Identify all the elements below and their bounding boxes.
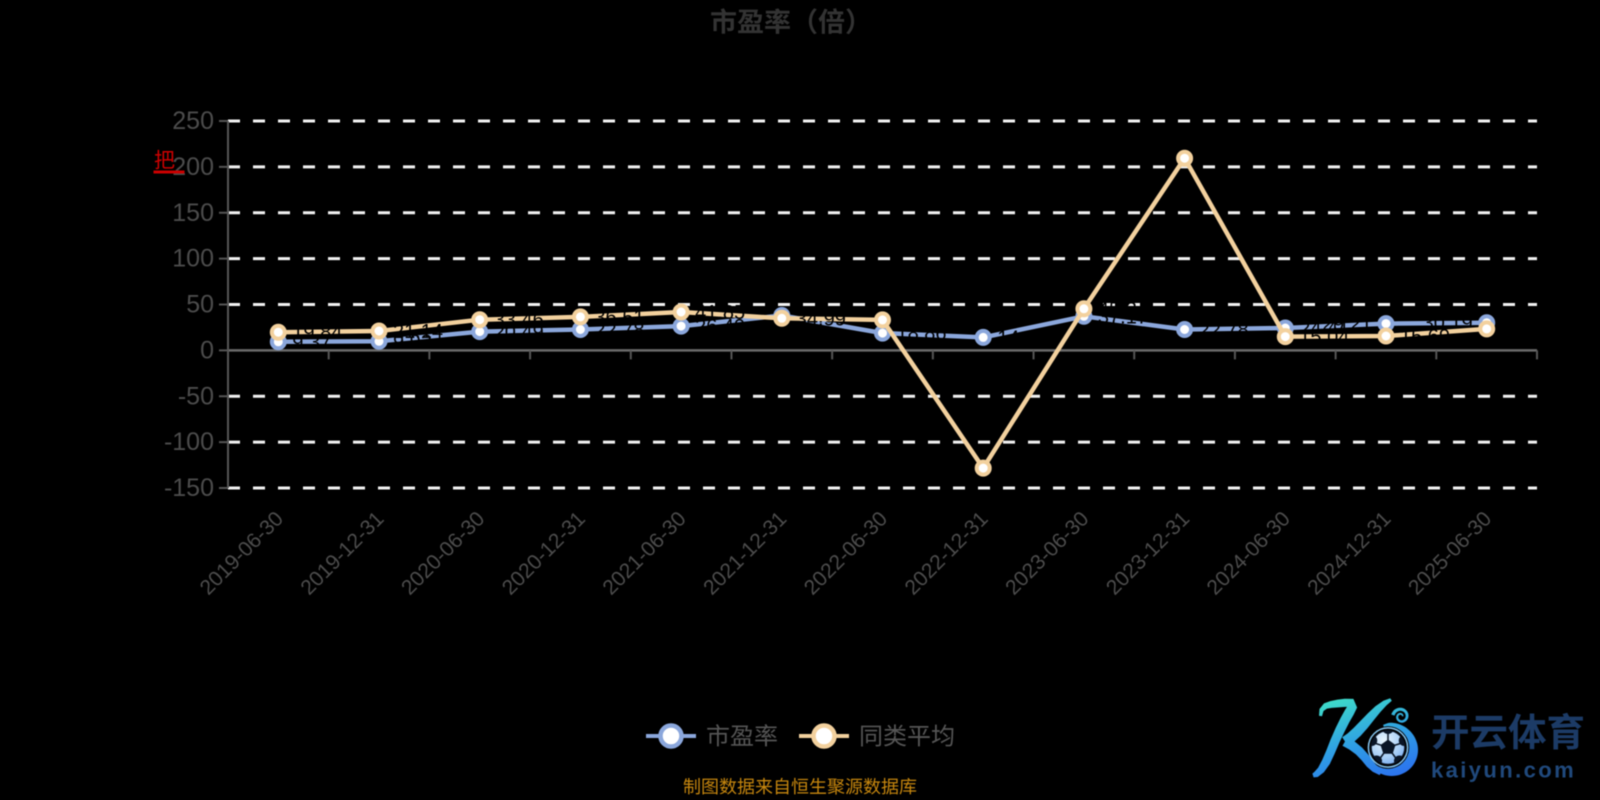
watermark-swirl-spiral: [1391, 707, 1409, 723]
watermark-domain-text: kaiyun.com: [1431, 758, 1576, 783]
data-label: 15.69: [1400, 326, 1450, 348]
red-annotation-text: [154, 149, 175, 170]
series-plot: 9.37 9.92 20.49 22.78 26.49 38.04 18.86 14.17 37…: [269, 148, 1551, 480]
data-source-text: [683, 777, 917, 795]
y-axis-label-50: 50: [186, 291, 214, 319]
legend-marker-circle: [811, 723, 837, 749]
red-annotation-link[interactable]: [153, 149, 185, 174]
x-axis-label-2025-06-30: 2025-06-30: [1404, 507, 1496, 599]
legend-item-同类平均[interactable]: [799, 723, 954, 749]
x-axis-label-2021-06-30: 2021-06-30: [598, 507, 690, 599]
x-axis-label-2020-06-30: 2020-06-30: [397, 507, 489, 599]
data-label: 33.24: [897, 310, 947, 332]
data-label: 14.17: [997, 327, 1047, 349]
watermark-k-arm: [1342, 698, 1392, 746]
x-axis-label-2024-06-30: 2024-06-30: [1203, 507, 1295, 599]
legend-item-市盈率[interactable]: [646, 723, 777, 749]
data-point-市盈率-2023-12-31[interactable]: [1176, 321, 1194, 338]
x-axis-label-2019-06-30: 2019-06-30: [196, 507, 288, 599]
data-label: 209.48: [1199, 148, 1260, 170]
x-axis-label-2021-12-31: 2021-12-31: [699, 507, 791, 599]
x-axis-label-2022-06-30: 2022-06-30: [800, 507, 892, 599]
data-label: 22.78: [594, 320, 644, 342]
y-axis-label--150: -150: [164, 474, 214, 502]
data-label: -128.28: [997, 458, 1065, 480]
data-label: 9.92: [393, 331, 432, 353]
y-axis-label-0: 0: [200, 336, 214, 364]
data-point-同类平均-2024-06-30[interactable]: [1276, 328, 1294, 346]
data-point-同类平均-2019-12-31[interactable]: [370, 322, 388, 340]
y-axis-label-100: 100: [172, 245, 214, 273]
data-label: 36.51: [594, 307, 644, 329]
y-axis-label-250: 250: [172, 107, 214, 135]
data-point-市盈率-2021-06-30[interactable]: [672, 317, 690, 335]
legend-label: [707, 724, 777, 747]
data-label: 45.34: [1098, 299, 1148, 321]
axes: [219, 120, 1538, 489]
data-point-同类平均-2025-06-30[interactable]: [1478, 320, 1496, 338]
watermark-k-stem: [1312, 698, 1358, 778]
x-axis-label-2024-12-31: 2024-12-31: [1303, 507, 1395, 599]
red-annotation-underline: [153, 170, 185, 174]
x-axis-label-2019-12-31: 2019-12-31: [296, 507, 388, 599]
data-label: 18.86: [897, 323, 947, 345]
data-point-同类平均-2024-12-31[interactable]: [1377, 327, 1395, 345]
series-avg: 19.84 21.14 33.46 36.51 41.85 34.99 33.24 -128.…: [269, 148, 1551, 480]
data-point-同类平均-2019-06-30[interactable]: [269, 323, 287, 341]
data-point-同类平均-2020-06-30[interactable]: [471, 311, 489, 329]
legend-marker-circle: [658, 723, 684, 749]
data-label: 33.46: [494, 310, 544, 332]
data-point-同类平均-2021-12-31[interactable]: [773, 309, 791, 327]
y-axis-label--50: -50: [178, 382, 214, 410]
data-label: 15.04: [1299, 327, 1349, 349]
data-label: 38.04: [796, 306, 846, 328]
x-axis-label-2023-12-31: 2023-12-31: [1102, 507, 1194, 599]
data-point-同类平均-2022-12-31[interactable]: [974, 459, 992, 477]
kaiyun-watermark: kaiyun.com: [1312, 698, 1583, 783]
data-source-note: [683, 777, 917, 795]
watermark-swirl-crescent: [1368, 722, 1418, 776]
data-label: 19.84: [292, 322, 342, 344]
y-axis-label--100: -100: [164, 428, 214, 456]
football-center-pentagon: [1380, 739, 1396, 754]
y-axis-labels: 250 200 150 100 50 0 -50 -100 -150: [164, 107, 214, 502]
x-axis-labels: 2019-06-30 2019-12-31 2020-06-30 2020-12-31…: [196, 507, 1497, 599]
data-label: 23.43: [1501, 319, 1551, 341]
data-point-同类平均-2023-06-30[interactable]: [1075, 300, 1093, 318]
watermark-brand-text: [1432, 712, 1583, 750]
data-label: 41.85: [695, 302, 745, 324]
football-ring: [1367, 727, 1409, 768]
football-patch: [1382, 730, 1394, 734]
gridlines: [228, 119, 1537, 490]
data-label: 34.99: [796, 308, 846, 330]
data-point-同类平均-2022-06-30[interactable]: [874, 311, 891, 329]
data-label: 37.17: [1098, 306, 1148, 328]
data-label: 20.49: [494, 322, 544, 344]
data-label: 22.78: [1199, 320, 1249, 342]
data-label: 26.49: [695, 316, 745, 338]
y-axis-label-200: 200: [172, 153, 214, 181]
data-label: 9.37: [292, 332, 331, 354]
y-axis-label-150: 150: [172, 199, 214, 227]
data-point-市盈率-2022-12-31[interactable]: [974, 328, 992, 346]
data-label: 29.21: [1322, 314, 1372, 336]
data-point-同类平均-2020-12-31[interactable]: [571, 308, 589, 326]
x-axis-label-2020-12-31: 2020-12-31: [498, 507, 590, 599]
data-label: 21.14: [393, 321, 443, 343]
x-axis-label-2023-06-30: 2023-06-30: [1001, 507, 1093, 599]
chart-title: [711, 8, 855, 35]
x-axis-label-2022-12-31: 2022-12-31: [901, 507, 993, 599]
legend-label: [861, 724, 954, 747]
chart-legend: [646, 723, 954, 749]
data-point-同类平均-2021-06-30[interactable]: [672, 303, 690, 321]
data-point-同类平均-2023-12-31[interactable]: [1176, 149, 1194, 167]
chart-title-text: [711, 8, 855, 35]
